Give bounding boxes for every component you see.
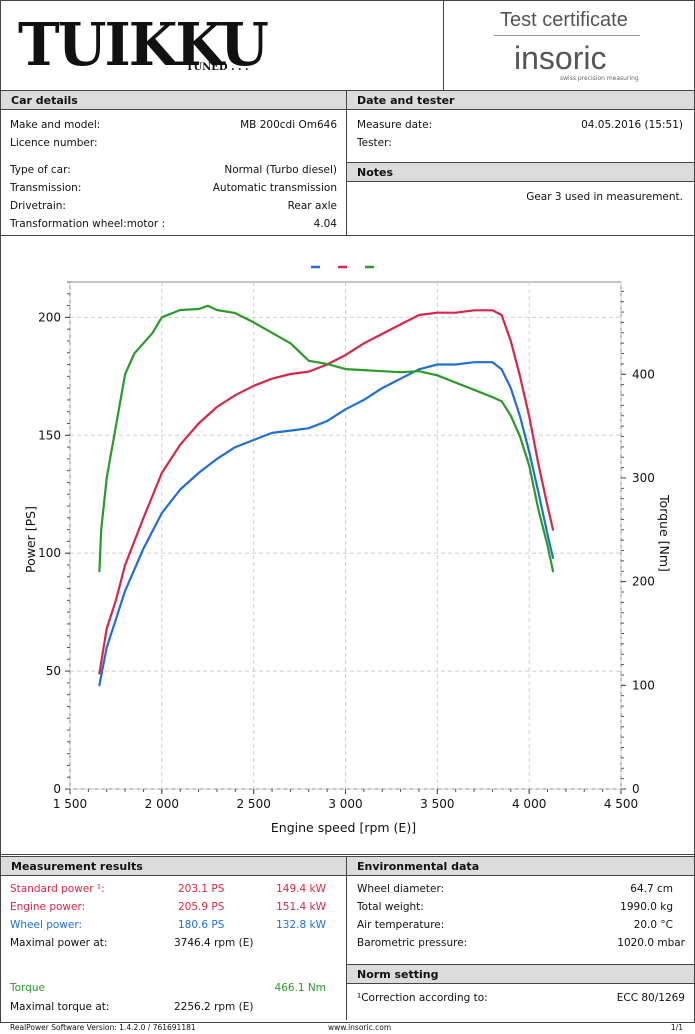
y2-tick-label: 0 (632, 782, 640, 796)
measure-date-value: 04.05.2016 (15:51) (581, 119, 683, 131)
norm-label: ¹Correction according to: (357, 992, 488, 1004)
make-model-label: Make and model: (10, 119, 101, 131)
torque-value: 466.1 Nm (274, 982, 326, 994)
y-axis-label: Power [PS] (23, 506, 38, 573)
wheel-diameter-value: 64.7 cm (630, 883, 673, 895)
y-tick-label: 100 (38, 546, 61, 560)
norm-header: Norm setting (347, 964, 694, 984)
x-tick-label: 1 500 (53, 797, 87, 811)
y-tick-label: 0 (53, 782, 61, 796)
max-power-label: Maximal power at: (10, 937, 108, 949)
ratio-label: Transformation wheel:motor : (10, 218, 166, 230)
ratio-value: 4.04 (313, 218, 337, 230)
y2-tick-label: 100 (632, 678, 655, 692)
x-axis-label: Engine speed [rpm (E)] (271, 820, 416, 835)
total-weight-label: Total weight: (357, 901, 424, 913)
tester-label: Tester: (357, 137, 392, 149)
chart-bottom-rule (0, 854, 695, 855)
car-details-header: Car details (1, 90, 347, 110)
y-tick-label: 50 (46, 664, 61, 678)
wheel-power-ps: 180.6 PS (178, 919, 225, 931)
y-tick-label: 150 (38, 428, 61, 442)
engine-power-ps: 205.9 PS (178, 901, 225, 913)
tuned-logo: TUIKKU TUNED . . . (18, 10, 278, 80)
norm-value: ECC 80/1269 (616, 992, 685, 1004)
standard-power-kw: 149.4 kW (276, 883, 326, 895)
wheel-power-label: Wheel power: (10, 919, 83, 931)
footer-version: RealPower Software Version: 1.4.2.0 / 76… (10, 1023, 196, 1032)
transmission-value: Automatic transmission (212, 182, 337, 194)
x-tick-label: 2 500 (236, 797, 270, 811)
power-torque-chart: 1 500 2 000 2 500 3 000 3 500 4 000 4 50005010… (23, 265, 672, 835)
air-temperature-label: Air temperature: (357, 919, 445, 931)
insoric-brand: insoric (514, 40, 607, 76)
pressure-value: 1020.0 mbar (617, 937, 685, 949)
details-bottom-rule (0, 235, 695, 236)
insoric-sub: swiss precision measuring (560, 75, 639, 82)
date-tester-header: Date and tester (347, 90, 694, 110)
y-tick-label: 200 (38, 310, 61, 324)
air-temperature-value: 20.0 °C (633, 919, 673, 931)
engine-power-kw: 151.4 kW (276, 901, 326, 913)
logo-brand: TUIKKU (18, 10, 269, 80)
insoric-logo: insoric (514, 40, 606, 77)
x-tick-label: 4 500 (604, 797, 638, 811)
standard-power-label: Standard power ¹: (10, 883, 105, 895)
y2-tick-label: 300 (632, 471, 655, 485)
header-divider (443, 0, 444, 90)
notes-header: Notes (347, 162, 694, 182)
x-tick-label: 2 000 (145, 797, 179, 811)
max-torque-value: 2256.2 rpm (E) (174, 1001, 254, 1013)
certificate-rule (494, 35, 640, 36)
results-header: Measurement results (1, 856, 347, 876)
make-model-value: MB 200cdi Om646 (240, 119, 337, 131)
transmission-label: Transmission: (10, 182, 82, 194)
measure-date-label: Measure date: (357, 119, 433, 131)
car-type-label: Type of car: (10, 164, 71, 176)
y2-tick-label: 400 (632, 367, 655, 381)
max-torque-label: Maximal torque at: (10, 1001, 110, 1013)
series-line-wheel (98, 361, 555, 687)
details-divider (346, 90, 347, 236)
series-line-torque (98, 304, 555, 573)
licence-label: Licence number: (10, 137, 98, 149)
certificate-title: Test certificate (500, 9, 628, 31)
y2-axis-label: Torque [Nm] (657, 494, 672, 572)
torque-label: Torque (10, 982, 45, 994)
notes-text: Gear 3 used in measurement. (526, 191, 683, 203)
engine-power-label: Engine power: (10, 901, 86, 913)
pressure-label: Barometric pressure: (357, 937, 468, 949)
total-weight-value: 1990.0 kg (620, 901, 673, 913)
wheel-power-kw: 132.8 kW (276, 919, 326, 931)
car-type-value: Normal (Turbo diesel) (224, 164, 337, 176)
drivetrain-label: Drivetrain: (10, 200, 66, 212)
x-tick-label: 3 500 (420, 797, 454, 811)
max-power-value: 3746.4 rpm (E) (174, 937, 254, 949)
series-line-engine (98, 309, 555, 675)
footer-page: 1/1 (670, 1023, 683, 1032)
drivetrain-value: Rear axle (287, 200, 337, 212)
x-tick-label: 4 000 (512, 797, 546, 811)
y2-tick-label: 200 (632, 575, 655, 589)
wheel-diameter-label: Wheel diameter: (357, 883, 445, 895)
environment-header: Environmental data (347, 856, 694, 876)
logo-tagline: TUNED . . . (186, 62, 249, 73)
footer-url[interactable]: www.insoric.com (328, 1023, 392, 1032)
x-tick-label: 3 000 (328, 797, 362, 811)
standard-power-ps: 203.1 PS (178, 883, 225, 895)
results-divider (346, 856, 347, 1020)
